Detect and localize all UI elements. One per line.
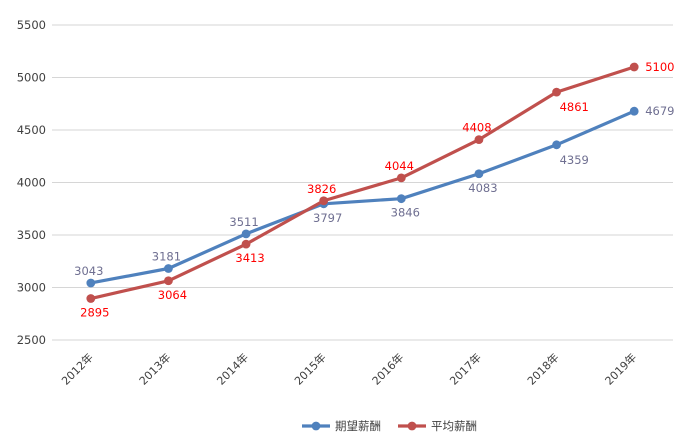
expected-salary-data-label: 4083: [468, 181, 497, 195]
y-axis-tick-label: 2500: [17, 333, 46, 347]
y-axis-tick-label: 5000: [17, 71, 46, 85]
gridlines: [52, 24, 673, 341]
expected-salary-data-point: [396, 194, 406, 204]
expected-salary-data-point: [86, 278, 96, 288]
y-axis-tick-label: 3000: [17, 281, 46, 295]
legend-label-expected-salary: 期望薪酬: [335, 419, 381, 433]
legend-item-expected-salary: 期望薪酬: [302, 419, 381, 433]
average-salary-data-point: [552, 87, 561, 97]
expected-salary-data-point: [241, 229, 251, 239]
average-salary-data-point: [629, 62, 639, 72]
x-axis-tick-label: 2017年: [447, 350, 484, 387]
x-axis-tick-label: 2012年: [58, 350, 95, 387]
expected-salary-data-label: 4359: [560, 153, 589, 167]
series-expected-salary: 3043 3181 3511 3797 3846 4083 4359 4679: [74, 104, 674, 288]
expected-salary-data-point: [552, 140, 561, 150]
legend-item-average-salary: 平均薪酬: [398, 419, 477, 433]
x-axis-tick-label: 2019年: [602, 350, 639, 387]
legend-marker-average-salary: [407, 421, 417, 431]
y-axis-tick-labels: 2500 3000 3500 4000 4500 5000 5500: [17, 18, 46, 347]
expected-salary-data-label: 3511: [229, 215, 258, 229]
y-axis-tick-label: 5500: [17, 18, 46, 32]
average-salary-data-point: [396, 173, 406, 183]
average-salary-data-label: 3064: [158, 288, 187, 302]
x-axis-tick-label: 2018年: [524, 350, 561, 387]
average-salary-data-point: [319, 196, 329, 206]
x-axis-tick-label: 2015年: [291, 350, 328, 387]
expected-salary-data-label: 3043: [74, 264, 103, 278]
legend-label-average-salary: 平均薪酬: [431, 419, 477, 433]
expected-salary-data-label: 4679: [645, 104, 674, 118]
expected-salary-line: [89, 109, 636, 285]
expected-salary-data-point: [164, 264, 173, 273]
y-axis-tick-label: 4000: [17, 176, 46, 190]
average-salary-data-point: [86, 294, 96, 303]
expected-salary-data-point: [474, 169, 484, 179]
expected-salary-data-point: [629, 106, 639, 116]
average-salary-data-label: 4861: [560, 100, 589, 114]
series-average-salary: 2895 3064 3413 3826 4044 4408 4861 5100: [80, 60, 674, 320]
legend: 期望薪酬 平均薪酬: [302, 419, 477, 433]
average-salary-data-point: [164, 276, 173, 286]
y-axis-tick-label: 4500: [17, 123, 46, 137]
average-salary-data-label: 3413: [235, 251, 264, 265]
average-salary-data-label: 3826: [307, 182, 336, 196]
average-salary-data-label: 2895: [80, 306, 109, 320]
average-salary-data-label: 5100: [645, 60, 674, 74]
x-axis-tick-label: 2013年: [136, 350, 173, 387]
x-axis-tick-label: 2014年: [214, 350, 251, 387]
average-salary-data-label: 4044: [385, 159, 414, 173]
average-salary-data-point: [241, 239, 251, 249]
expected-salary-data-label: 3797: [313, 211, 342, 225]
average-salary-data-label: 4408: [462, 121, 491, 135]
average-salary-data-point: [474, 135, 484, 145]
y-axis-tick-label: 3500: [17, 228, 46, 242]
average-salary-line: [89, 65, 636, 301]
expected-salary-data-label: 3181: [152, 249, 181, 263]
x-axis-tick-label: 2016年: [369, 350, 406, 387]
x-axis-tick-labels: 2012年 2013年 2014年 2015年 2016年 2017年 2018年 2019年: [58, 350, 639, 387]
legend-marker-expected-salary: [311, 421, 321, 431]
expected-salary-data-label: 3846: [391, 206, 420, 220]
